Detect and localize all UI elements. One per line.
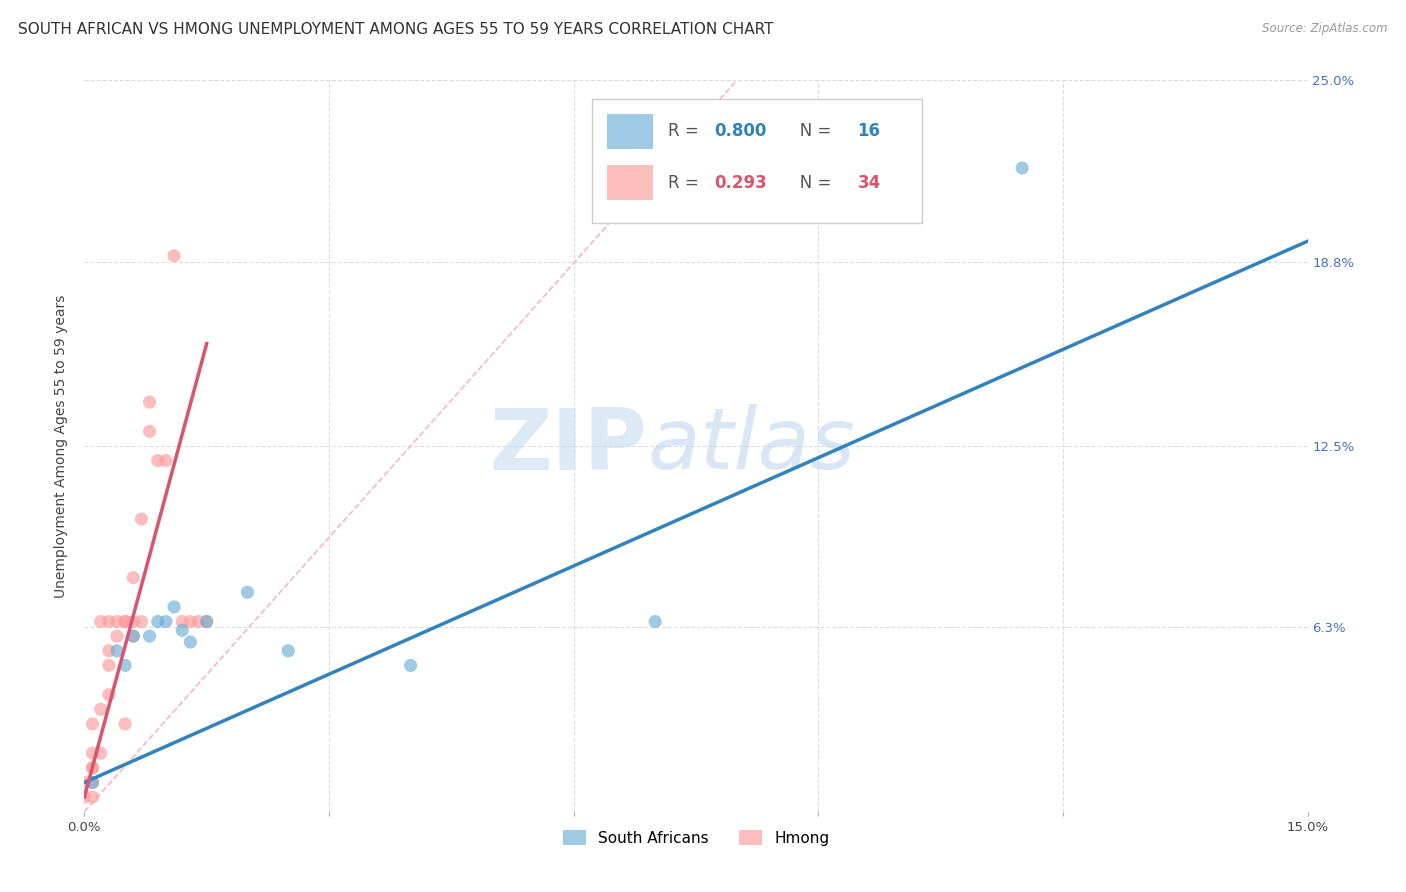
Point xyxy=(114,717,136,731)
Point xyxy=(131,615,153,629)
Point xyxy=(82,761,104,775)
Text: SOUTH AFRICAN VS HMONG UNEMPLOYMENT AMONG AGES 55 TO 59 YEARS CORRELATION CHART: SOUTH AFRICAN VS HMONG UNEMPLOYMENT AMON… xyxy=(18,22,773,37)
Text: 0.293: 0.293 xyxy=(714,174,768,192)
Point xyxy=(236,585,259,599)
Point xyxy=(82,775,104,789)
Point xyxy=(1011,161,1033,175)
Point xyxy=(155,615,177,629)
Point xyxy=(131,512,153,526)
Point xyxy=(644,615,666,629)
Point xyxy=(82,775,104,789)
Text: 0.800: 0.800 xyxy=(714,122,766,140)
Point xyxy=(146,453,169,467)
Point xyxy=(195,615,218,629)
Text: 34: 34 xyxy=(858,174,880,192)
Point xyxy=(82,746,104,760)
Point xyxy=(97,688,120,702)
Legend: South Africans, Hmong: South Africans, Hmong xyxy=(557,823,835,852)
Point xyxy=(122,615,145,629)
Text: atlas: atlas xyxy=(647,404,855,488)
Point xyxy=(105,629,128,643)
Point xyxy=(82,717,104,731)
Point xyxy=(187,615,209,629)
Point xyxy=(138,629,160,643)
Point xyxy=(122,629,145,643)
FancyBboxPatch shape xyxy=(606,114,654,149)
Point xyxy=(82,761,104,775)
Text: Source: ZipAtlas.com: Source: ZipAtlas.com xyxy=(1263,22,1388,36)
Point xyxy=(114,615,136,629)
Point xyxy=(114,615,136,629)
Point xyxy=(90,746,112,760)
Point xyxy=(195,615,218,629)
Point xyxy=(172,615,194,629)
Text: 16: 16 xyxy=(858,122,880,140)
Text: R =: R = xyxy=(668,174,704,192)
Point xyxy=(90,702,112,716)
FancyBboxPatch shape xyxy=(606,165,654,200)
Point xyxy=(179,635,201,649)
Point xyxy=(114,658,136,673)
Point xyxy=(155,453,177,467)
Text: ZIP: ZIP xyxy=(489,404,647,488)
Point xyxy=(163,599,186,614)
Point xyxy=(277,644,299,658)
Point xyxy=(97,644,120,658)
Text: N =: N = xyxy=(785,122,837,140)
Point xyxy=(172,624,194,638)
Point xyxy=(73,790,96,805)
Point xyxy=(105,644,128,658)
Point xyxy=(97,658,120,673)
Point xyxy=(399,658,422,673)
Text: N =: N = xyxy=(785,174,837,192)
FancyBboxPatch shape xyxy=(592,99,922,223)
Point xyxy=(163,249,186,263)
Text: R =: R = xyxy=(668,122,704,140)
Point xyxy=(90,615,112,629)
Point xyxy=(138,395,160,409)
Point xyxy=(122,571,145,585)
Point xyxy=(73,775,96,789)
Point xyxy=(179,615,201,629)
Point xyxy=(122,629,145,643)
Point xyxy=(138,425,160,439)
Point xyxy=(146,615,169,629)
Point xyxy=(82,790,104,805)
Y-axis label: Unemployment Among Ages 55 to 59 years: Unemployment Among Ages 55 to 59 years xyxy=(55,294,69,598)
Point xyxy=(97,615,120,629)
Point xyxy=(105,615,128,629)
